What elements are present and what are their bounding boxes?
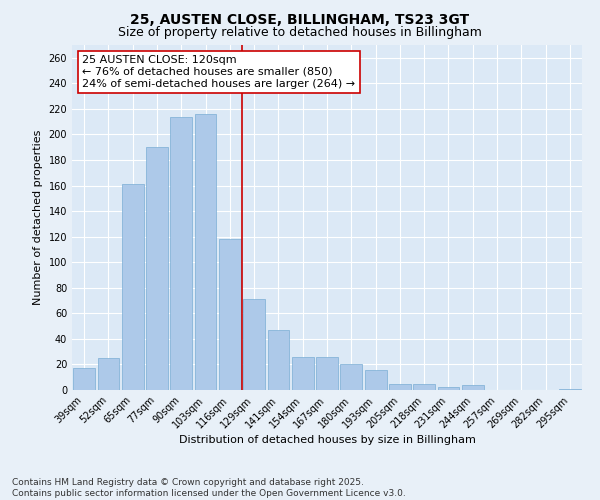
Bar xyxy=(316,357,338,390)
Bar xyxy=(389,384,411,390)
Bar xyxy=(73,368,95,390)
Bar xyxy=(268,330,289,390)
Bar xyxy=(559,388,581,390)
Bar xyxy=(122,184,143,390)
Y-axis label: Number of detached properties: Number of detached properties xyxy=(33,130,43,305)
Bar xyxy=(365,370,386,390)
Bar xyxy=(97,358,119,390)
Bar xyxy=(170,116,192,390)
Bar xyxy=(146,147,168,390)
Text: Size of property relative to detached houses in Billingham: Size of property relative to detached ho… xyxy=(118,26,482,39)
Bar xyxy=(413,384,435,390)
Bar xyxy=(194,114,217,390)
Bar xyxy=(219,239,241,390)
Bar xyxy=(437,388,460,390)
Bar xyxy=(462,385,484,390)
Text: Contains HM Land Registry data © Crown copyright and database right 2025.
Contai: Contains HM Land Registry data © Crown c… xyxy=(12,478,406,498)
Text: 25, AUSTEN CLOSE, BILLINGHAM, TS23 3GT: 25, AUSTEN CLOSE, BILLINGHAM, TS23 3GT xyxy=(130,12,470,26)
Text: 25 AUSTEN CLOSE: 120sqm
← 76% of detached houses are smaller (850)
24% of semi-d: 25 AUSTEN CLOSE: 120sqm ← 76% of detache… xyxy=(82,56,355,88)
X-axis label: Distribution of detached houses by size in Billingham: Distribution of detached houses by size … xyxy=(179,436,475,446)
Bar xyxy=(292,357,314,390)
Bar xyxy=(340,364,362,390)
Bar xyxy=(243,300,265,390)
